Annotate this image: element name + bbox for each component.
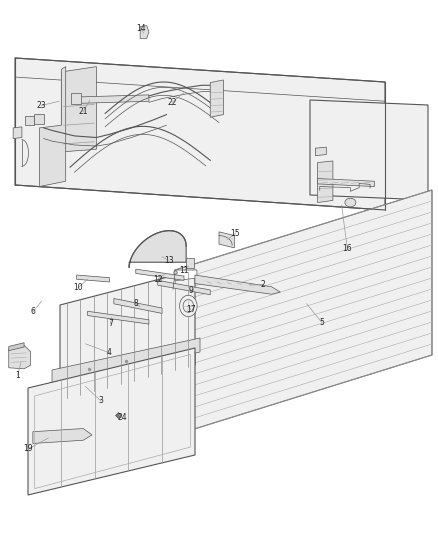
Circle shape bbox=[180, 295, 197, 317]
Text: 22: 22 bbox=[167, 98, 177, 107]
Polygon shape bbox=[61, 67, 96, 152]
Polygon shape bbox=[15, 58, 385, 210]
Polygon shape bbox=[318, 161, 333, 203]
Polygon shape bbox=[195, 275, 280, 294]
Text: 24: 24 bbox=[118, 414, 127, 422]
Ellipse shape bbox=[345, 198, 356, 207]
Text: 9: 9 bbox=[188, 286, 193, 295]
Text: 1: 1 bbox=[15, 371, 20, 379]
Text: 11: 11 bbox=[179, 266, 189, 275]
Polygon shape bbox=[9, 343, 24, 351]
Bar bbox=[34, 114, 44, 124]
Polygon shape bbox=[175, 270, 197, 281]
Polygon shape bbox=[77, 95, 149, 103]
Text: 2: 2 bbox=[261, 280, 265, 289]
Polygon shape bbox=[9, 345, 31, 369]
Polygon shape bbox=[315, 147, 326, 156]
Text: 5: 5 bbox=[319, 318, 325, 327]
Polygon shape bbox=[60, 270, 195, 400]
Polygon shape bbox=[33, 429, 92, 443]
Text: 14: 14 bbox=[136, 25, 146, 33]
Polygon shape bbox=[310, 100, 428, 200]
Polygon shape bbox=[219, 232, 234, 248]
Text: 6: 6 bbox=[30, 308, 35, 316]
Polygon shape bbox=[129, 231, 186, 268]
Text: 12: 12 bbox=[153, 275, 162, 284]
Text: 19: 19 bbox=[24, 445, 33, 453]
Polygon shape bbox=[210, 80, 223, 117]
Polygon shape bbox=[28, 348, 195, 495]
Polygon shape bbox=[39, 67, 66, 187]
Bar bbox=[25, 116, 34, 125]
Polygon shape bbox=[136, 269, 184, 280]
Text: 23: 23 bbox=[36, 101, 46, 110]
Text: 15: 15 bbox=[230, 229, 240, 238]
Text: 4: 4 bbox=[107, 349, 112, 357]
Polygon shape bbox=[158, 280, 210, 295]
Text: 16: 16 bbox=[343, 245, 352, 253]
Bar bbox=[71, 93, 81, 104]
Text: 13: 13 bbox=[164, 256, 173, 264]
Polygon shape bbox=[77, 275, 110, 282]
Text: 21: 21 bbox=[78, 107, 88, 116]
Polygon shape bbox=[52, 338, 200, 384]
Text: 8: 8 bbox=[134, 300, 138, 308]
Text: 7: 7 bbox=[108, 319, 113, 328]
Text: 3: 3 bbox=[98, 397, 103, 405]
Text: 17: 17 bbox=[186, 305, 195, 314]
Text: 10: 10 bbox=[73, 284, 83, 292]
Polygon shape bbox=[114, 298, 162, 313]
Bar bbox=[186, 258, 194, 268]
Polygon shape bbox=[175, 190, 432, 435]
Polygon shape bbox=[88, 311, 149, 324]
Polygon shape bbox=[140, 26, 149, 38]
Polygon shape bbox=[13, 127, 22, 139]
Polygon shape bbox=[318, 179, 374, 187]
